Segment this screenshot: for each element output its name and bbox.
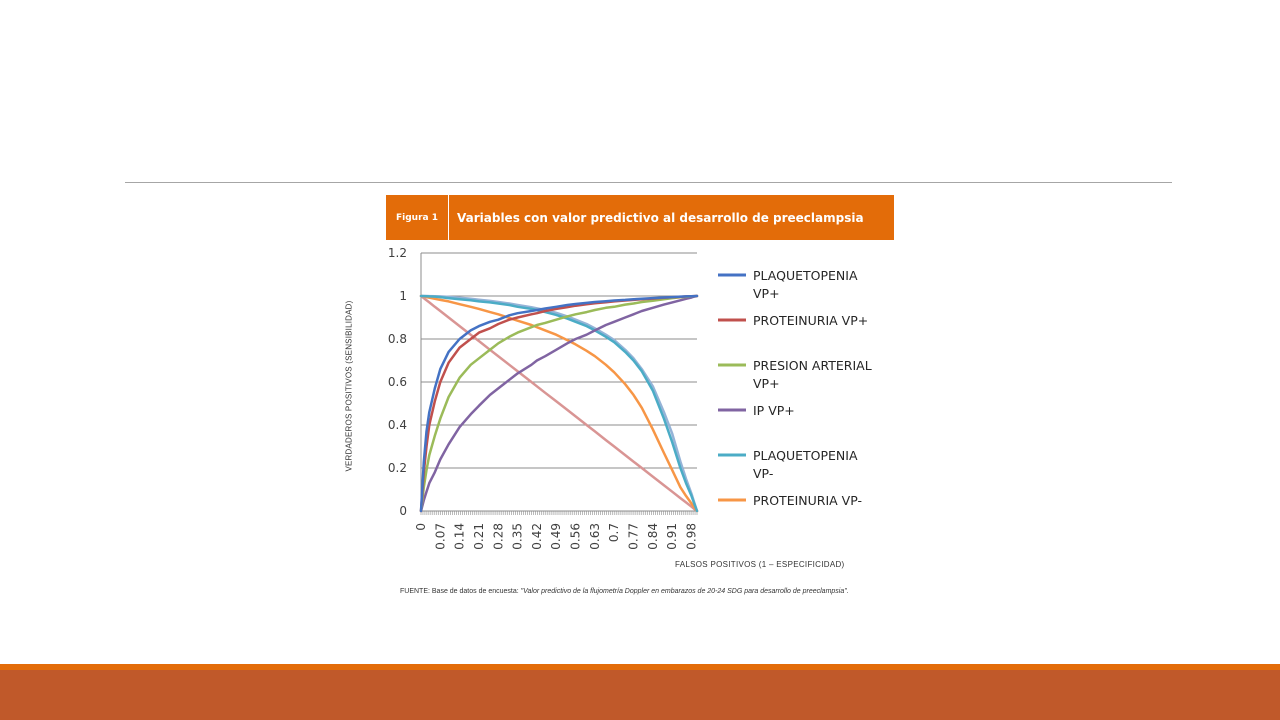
x-tick-label: 0.98 (684, 523, 698, 550)
legend-label: PRESION ARTERIAL (753, 358, 872, 373)
x-tick-label: 0.42 (530, 523, 544, 550)
y-tick-label: 0.2 (388, 461, 407, 475)
figure-title: Variables con valor predictivo al desarr… (457, 210, 864, 225)
footer-accent-strip (0, 664, 1280, 670)
source-prefix: FUENTE: Base de datos de encuesta: (400, 588, 521, 595)
roc-chart: 0 0.2 0.4 0.6 0.8 1 1.2 0 0.07 0.14 0.21 0.28 0.35 0.… (388, 246, 872, 550)
series-line (419, 294, 699, 513)
x-tick-label: 0.77 (627, 523, 641, 550)
y-axis-label: VERDADEROS POSITIVOS (SENSIBILIDAD) (344, 300, 354, 472)
x-tick-label: 0.63 (588, 523, 602, 550)
legend-label: VP+ (753, 376, 780, 391)
figure-number: Figura 1 (386, 195, 449, 240)
series-line (419, 294, 699, 513)
x-tick-label: 0.7 (607, 523, 621, 542)
y-tick-label: 0.8 (388, 332, 407, 346)
x-tick-label: 0.49 (549, 523, 563, 550)
x-tick-label: 0.28 (491, 523, 505, 550)
y-tick-label: 1.2 (388, 246, 407, 260)
x-axis-label: FALSOS POSITIVOS (1 – ESPECIFICIDAD) (675, 560, 845, 569)
y-tick-label: 1 (399, 289, 407, 303)
x-tick-label: 0.07 (433, 523, 447, 550)
series-line (419, 294, 699, 513)
source-text: "Valor predictivo de la flujometría Dopp… (520, 588, 849, 595)
legend-label: IP VP+ (753, 403, 795, 418)
series-line (419, 294, 699, 513)
x-tick-label: 0 (414, 523, 428, 531)
x-tick-label: 0.14 (453, 523, 467, 550)
y-tick-label: 0 (399, 504, 407, 518)
footer-band (0, 670, 1280, 720)
legend-label: PROTEINURIA VP- (753, 493, 862, 508)
series-line (419, 294, 699, 513)
top-divider (125, 182, 1172, 183)
legend-label: PLAQUETOPENIA (753, 448, 858, 463)
source-note: FUENTE: Base de datos de encuesta: "Valo… (400, 585, 890, 598)
x-tick-label: 0.84 (646, 523, 660, 550)
legend-label: VP- (753, 466, 773, 481)
series-line (419, 294, 699, 513)
y-tick-label: 0.6 (388, 375, 407, 389)
x-tick-label: 0.21 (472, 523, 486, 550)
y-tick-label: 0.4 (388, 418, 407, 432)
legend-label: PROTEINURIA VP+ (753, 313, 868, 328)
x-tick-label: 0.35 (511, 523, 525, 550)
x-tick-label: 0.91 (665, 523, 679, 550)
legend-label: PLAQUETOPENIA (753, 268, 858, 283)
legend-label: VP+ (753, 286, 780, 301)
figure-header: Figura 1 Variables con valor predictivo … (386, 195, 894, 240)
x-tick-label: 0.56 (569, 523, 583, 550)
